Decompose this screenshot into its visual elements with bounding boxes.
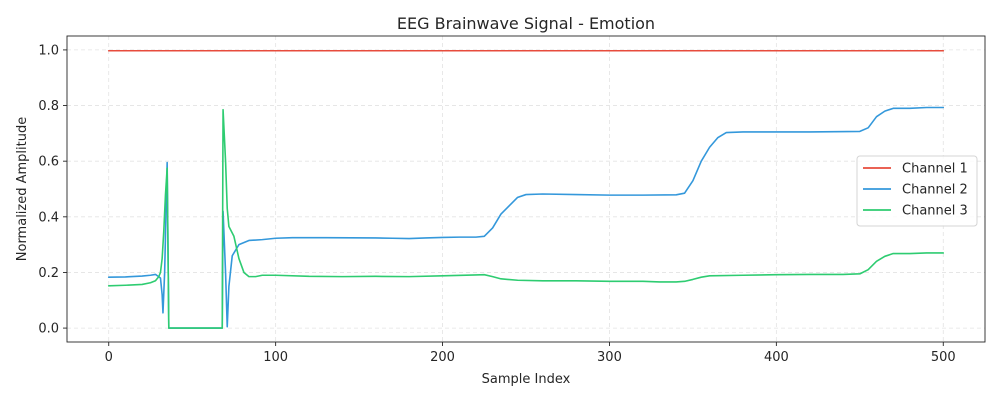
x-axis-label: Sample Index [482, 372, 571, 387]
x-tick-label: 200 [430, 350, 455, 365]
y-axis: 0.0 0.2 0.4 0.6 0.8 1.0 [38, 43, 67, 337]
legend-entry-label: Channel 2 [902, 183, 968, 198]
legend: Channel 1 Channel 2 Channel 3 [856, 155, 978, 227]
plot-area-frame [66, 35, 986, 343]
x-tick-label: 400 [764, 350, 789, 365]
y-tick-label: 0.0 [38, 322, 59, 337]
y-tick-label: 0.4 [38, 210, 59, 225]
chart-title: EEG Brainwave Signal - Emotion [397, 14, 655, 33]
x-axis: 0 100 200 300 400 500 [105, 342, 956, 365]
x-tick-label: 300 [597, 350, 622, 365]
grid-lines [67, 36, 985, 342]
legend-box [856, 155, 978, 227]
series-line-channel-2 [107, 106, 945, 329]
y-axis-label: Normalized Amplitude [15, 117, 30, 261]
legend-entry-label: Channel 1 [902, 162, 968, 177]
y-tick-label: 1.0 [38, 43, 59, 58]
legend-entry-label: Channel 3 [902, 204, 968, 219]
x-tick-label: 100 [263, 350, 288, 365]
x-tick-label: 0 [105, 350, 113, 365]
series-line-channel-3 [107, 108, 945, 329]
y-tick-label: 0.8 [38, 99, 59, 114]
x-tick-label: 500 [931, 350, 956, 365]
y-tick-label: 0.2 [38, 266, 59, 281]
y-tick-label: 0.6 [38, 155, 59, 170]
series-lines [107, 49, 945, 329]
